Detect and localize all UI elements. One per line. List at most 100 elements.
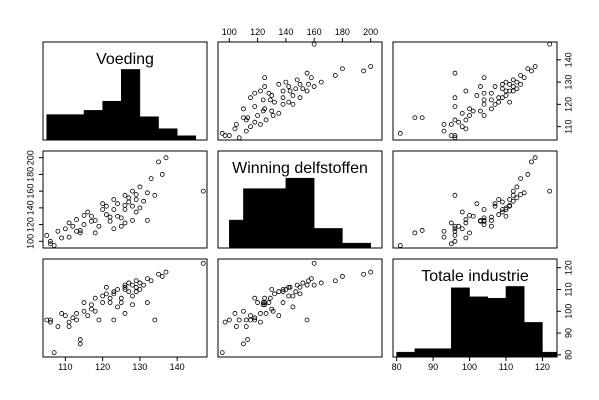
hist-bar-voeding-3 [102,100,122,141]
point-r1-c0-31 [122,192,128,198]
hist-bar-totale-industrie-4 [469,296,489,358]
point-r1-c2-36 [510,188,516,194]
point-r1-c0-48 [156,159,161,165]
point-r1-c2-19 [452,223,458,229]
point-r0-c2-37 [492,84,498,89]
point-r2-c0-22 [103,291,109,297]
point-r1-c2-7 [448,220,454,226]
point-r0-c2-33 [503,88,509,94]
point-r2-c0-27 [115,304,120,310]
point-r2-c0-25 [111,289,117,295]
point-r0-c1-53 [248,95,253,101]
point-r2-c0-4 [55,324,61,329]
point-r2-c1-57 [241,308,246,314]
point-r0-c1-4 [243,128,249,134]
point-r1-c2-34 [499,199,505,205]
point-r2-c0-52 [122,311,128,316]
panel-frame-r2-c0 [42,258,208,358]
point-r0-c1-27 [290,93,296,98]
hist-bar-voeding-1 [65,114,85,141]
point-r1-c0-47 [152,192,158,198]
point-r1-c0-7 [66,220,72,226]
point-r2-c1-44 [262,300,268,305]
hist-bar-voeding-4 [121,69,141,141]
point-r2-c0-39 [133,278,139,284]
point-r1-c0-30 [118,223,124,229]
point-r1-c0-8 [70,223,76,229]
hist-bar-totale-industrie-7 [523,322,543,358]
point-r0-c2-56 [507,99,513,105]
point-r1-c2-23 [488,214,494,220]
point-r2-c1-30 [252,295,258,301]
point-r1-c0-19 [96,223,102,229]
point-r2-c1-41 [318,280,324,286]
point-r1-c0-56 [103,203,109,209]
point-r0-c2-30 [488,90,494,96]
point-r0-c2-40 [507,81,513,87]
hist-bar-winning-delfstoffen-4 [299,177,315,249]
point-r1-c2-9 [463,217,469,222]
point-r1-c0-9 [74,217,79,222]
point-r0-c1-13 [270,113,276,118]
point-r1-c2-45 [521,190,527,196]
point-r2-c0-16 [89,302,94,308]
point-r0-c1-25 [280,95,286,101]
point-r2-c0-19 [96,317,102,323]
point-r2-c0-1 [48,319,53,325]
point-r1-c2-50 [532,155,538,161]
point-r2-c1-43 [294,282,300,288]
point-r0-c2-12 [412,115,418,121]
point-r2-c0-36 [130,282,135,288]
point-r0-c1-8 [252,119,258,125]
point-r0-c1-6 [248,124,253,130]
point-r0-c2-21 [492,101,498,107]
point-r0-c1-56 [286,99,292,105]
point-r0-c2-22 [496,99,502,105]
point-r1-c0-28 [115,213,120,219]
point-r1-c2-5 [463,235,469,241]
point-r0-c2-2 [452,133,458,138]
point-r0-c2-8 [456,119,462,125]
y-tick-label-winning-delfstoffen-100: 100 [25,234,35,249]
point-r1-c0-21 [100,201,106,207]
point-r1-c0-22 [103,212,109,217]
point-r2-c1-33 [280,287,286,292]
point-r0-c2-17 [470,108,476,114]
point-r2-c1-31 [304,282,310,288]
point-r2-c0-56 [103,284,109,290]
point-r2-c1-28 [269,287,275,292]
x-tick-label-voeding-110: 110 [58,362,72,372]
point-r2-c1-3 [219,350,225,356]
hist-bar-totale-industrie-3 [451,287,470,358]
point-r1-c2-6 [459,226,465,232]
point-r1-c0-52 [122,220,128,226]
point-r0-c2-52 [463,88,469,94]
point-r1-c2-4 [441,228,447,234]
hist-bar-winning-delfstoffen-1 [243,188,258,249]
point-r2-c0-3 [51,350,57,356]
hist-bar-totale-industrie-8 [542,351,558,358]
panel-frame-r2-c1 [217,258,383,358]
point-r2-c1-50 [368,269,374,275]
point-r2-c0-38 [130,302,135,308]
point-r2-c0-29 [118,300,124,305]
hist-bar-voeding-7 [176,135,197,141]
panel-frame-r1-c0 [42,150,208,249]
point-r1-c2-35 [514,195,520,201]
hist-bar-voeding-6 [158,128,178,141]
point-r0-c1-33 [280,88,286,94]
x-tick-label-totale-industrie-90: 90 [428,362,438,372]
point-r1-c0-20 [100,207,106,212]
point-r0-c2-51 [547,41,553,47]
point-r0-c2-36 [510,84,516,89]
point-r2-c0-12 [77,341,83,347]
point-r0-c2-15 [459,110,465,116]
point-r2-c1-7 [258,319,263,325]
point-r2-c1-36 [311,282,317,288]
point-r0-c2-10 [452,117,458,123]
point-r1-c0-18 [92,218,98,223]
point-r2-c1-32 [287,284,293,290]
point-r0-c2-57 [467,106,472,112]
hist-bar-totale-industrie-1 [414,348,434,358]
hist-bar-winning-delfstoffen-8 [356,242,371,249]
